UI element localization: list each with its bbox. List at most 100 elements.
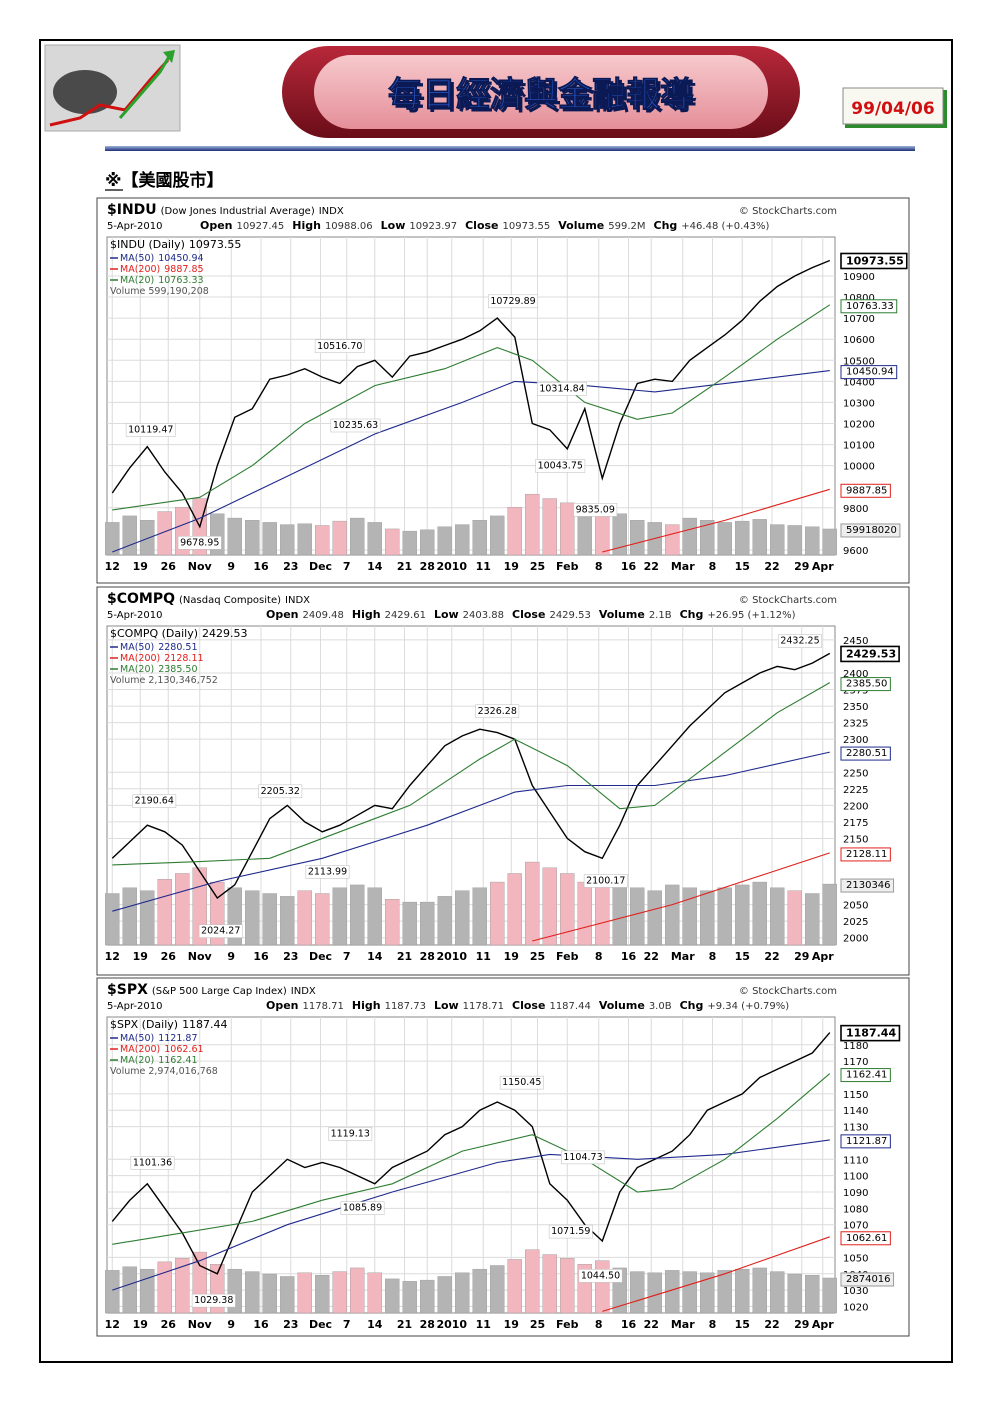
y-tick-label: 2175 <box>843 818 868 829</box>
x-tick-label: 26 <box>161 950 177 963</box>
last-value-label: 1121.87 <box>846 1136 887 1147</box>
annotation-bg <box>535 459 586 473</box>
report-title: 每日經濟與金融報導 <box>388 75 694 115</box>
source: © StockCharts.com <box>739 206 837 217</box>
volume-bar <box>490 1265 505 1314</box>
last-value-box <box>840 1134 891 1149</box>
x-tick-label: 28 <box>420 950 435 963</box>
x-tick-label: Mar <box>671 1318 695 1331</box>
last-value-box <box>840 1068 891 1083</box>
x-tick-label: Dec <box>309 560 332 573</box>
x-tick-label: 19 <box>133 950 148 963</box>
volume-bar <box>647 1272 662 1314</box>
source: © StockCharts.com <box>739 595 837 606</box>
x-tick-label: Apr <box>812 950 834 963</box>
quote-value: +9.34 (+0.79%) <box>707 1001 789 1012</box>
symbol: $COMPQ <box>107 591 175 607</box>
volume-bar <box>700 1272 715 1314</box>
volume-bar <box>787 525 802 556</box>
ma-line <box>112 751 830 912</box>
volume-bar <box>105 1270 120 1314</box>
volume-bar <box>385 1278 400 1314</box>
legend-name: $SPX (Daily) <box>110 1018 178 1031</box>
legend-name: MA(20) <box>120 275 154 286</box>
x-tick-label: 16 <box>621 950 637 963</box>
quote-value: 2429.53 <box>549 610 590 621</box>
quote-value: 599.2M <box>608 221 645 232</box>
volume-bar <box>350 1267 365 1314</box>
legend-name: MA(50) <box>120 642 154 653</box>
last-value-box <box>840 677 891 692</box>
annotation-bg <box>130 1156 175 1170</box>
index-name: (S&P 500 Large Cap Index) <box>152 986 287 997</box>
volume-bar <box>717 887 732 946</box>
volume-bar <box>525 1249 540 1314</box>
volume-bar <box>245 890 260 946</box>
quote-label: Chg <box>654 219 678 232</box>
quote-value: 3.0B <box>649 1001 672 1012</box>
last-value-box <box>840 299 898 314</box>
volume-bar <box>822 528 837 556</box>
volume-legend: Volume 2,974,016,768 <box>110 1066 218 1077</box>
volume-bar <box>157 1261 172 1314</box>
price-annotation: 10043.75 <box>538 460 583 471</box>
volume-bar <box>735 520 750 556</box>
y-tick-label: 10300 <box>843 398 875 409</box>
last-value-box <box>840 645 900 663</box>
volume-tick-box <box>840 523 901 538</box>
volume-bar <box>770 887 785 946</box>
price-annotation: 10729.89 <box>490 296 535 307</box>
x-tick-label: 21 <box>397 950 412 963</box>
quote-label: Close <box>512 608 545 621</box>
quote-label: Low <box>434 999 459 1012</box>
index-name: (Dow Jones Industrial Average) <box>161 206 315 217</box>
annotation-bg <box>328 1127 373 1141</box>
x-tick-label: Apr <box>812 1318 834 1331</box>
volume-bar <box>682 1271 697 1314</box>
x-tick-label: 9 <box>227 560 235 573</box>
price-annotation: 2326.28 <box>478 706 517 717</box>
quote-value: +46.48 (+0.43%) <box>681 221 769 232</box>
volume-bar <box>525 493 540 556</box>
legend-name: MA(200) <box>120 264 160 275</box>
x-tick-label: Nov <box>188 560 213 573</box>
x-tick-label: 15 <box>735 560 750 573</box>
volume-bar <box>157 878 172 946</box>
volume-bar <box>665 884 680 946</box>
volume-bar <box>560 1257 575 1314</box>
y-tick-label: 2025 <box>843 917 868 928</box>
volume-bar <box>542 498 557 556</box>
x-tick-label: 9 <box>227 950 235 963</box>
legend-value: 2429.53 <box>202 627 248 640</box>
legend-entry: MA(200) 2128.11 <box>120 653 204 664</box>
volume-bar <box>157 511 172 556</box>
y-tick-label: 2000 <box>843 934 868 945</box>
volume-bar <box>420 1279 435 1314</box>
x-tick-label: 2010 <box>436 560 467 573</box>
title-shadow: 每日經濟與金融報導 <box>391 78 697 118</box>
volume-bar <box>122 1266 137 1314</box>
annotation-bg <box>475 704 520 719</box>
x-tick-label: 16 <box>621 560 637 573</box>
x-tick-label: Dec <box>309 950 332 963</box>
x-tick-label: 22 <box>764 950 779 963</box>
volume-bar <box>770 1271 785 1314</box>
x-tick-label: Dec <box>309 1318 332 1331</box>
volume-bar <box>630 1271 645 1314</box>
last-value-label: 10763.33 <box>846 301 894 312</box>
volume-bar <box>752 519 767 556</box>
volume-bar <box>752 1267 767 1314</box>
legend-value: 1187.44 <box>182 1018 228 1031</box>
y-tick-label: 2300 <box>843 735 868 746</box>
x-tick-label: 19 <box>504 560 519 573</box>
x-tick-label: 11 <box>476 1318 491 1331</box>
volume-bar <box>420 901 435 946</box>
volume-bar <box>805 1275 820 1314</box>
y-tick-label: 10900 <box>843 272 875 283</box>
price-line <box>111 652 831 900</box>
price-annotation: 1044.50 <box>581 1270 620 1281</box>
volume-bar <box>472 887 487 946</box>
x-tick-label: 8 <box>709 1318 717 1331</box>
y-tick-label: 1070 <box>843 1221 868 1232</box>
quote-value: 2.1B <box>649 610 672 621</box>
